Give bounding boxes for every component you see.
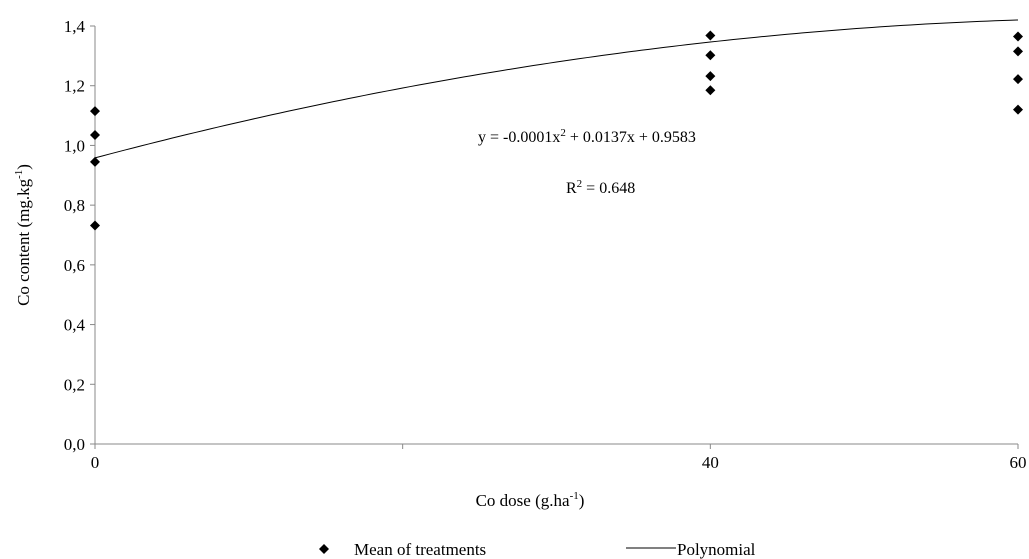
legend-diamond-marker	[319, 544, 329, 554]
data-point-diamond	[705, 30, 716, 41]
y-ticks: 0,0 0,2 0,4 0,6 0,8 1,0 1,2 1,4	[64, 17, 95, 454]
data-point-diamond	[1013, 74, 1023, 85]
legend: Mean of treatments Polynomial	[319, 540, 756, 559]
x-axis-title: Co dose (g.ha-1)	[476, 490, 585, 510]
r-squared-annotation: R2 = 0.648	[566, 178, 635, 197]
x-tick-label: 60	[1010, 453, 1027, 472]
data-point-diamond	[90, 220, 100, 231]
x-ticks: 0 40 60	[91, 444, 1027, 472]
data-point-diamond	[705, 71, 716, 82]
polynomial-trend-line	[94, 19, 1019, 159]
y-axis-title: Co content (mg.kg-1)	[13, 164, 33, 306]
data-point-diamond	[90, 106, 100, 117]
y-tick-label: 0,0	[64, 435, 85, 454]
x-tick-label: 0	[91, 453, 100, 472]
y-tick-label: 0,2	[64, 375, 85, 394]
legend-label-mean-of-treatments: Mean of treatments	[354, 540, 486, 559]
data-point-diamond	[90, 156, 100, 167]
y-tick-label: 1,4	[64, 17, 86, 36]
data-points	[90, 30, 1023, 231]
data-point-diamond	[705, 85, 716, 96]
y-tick-label: 1,0	[64, 136, 85, 155]
y-tick-label: 0,4	[64, 316, 86, 335]
data-point-diamond	[1013, 46, 1023, 57]
data-point-diamond	[1013, 31, 1023, 42]
data-point-diamond	[705, 50, 716, 61]
y-tick-label: 1,2	[64, 77, 85, 96]
data-point-diamond	[90, 129, 100, 140]
data-point-diamond	[1013, 104, 1023, 115]
legend-label-polynomial: Polynomial	[677, 540, 756, 559]
equation-annotation: y = -0.0001x2 + 0.0137x + 0.9583	[478, 127, 696, 146]
x-tick-label: 40	[702, 453, 719, 472]
y-tick-label: 0,8	[64, 196, 85, 215]
y-tick-label: 0,6	[64, 256, 85, 275]
